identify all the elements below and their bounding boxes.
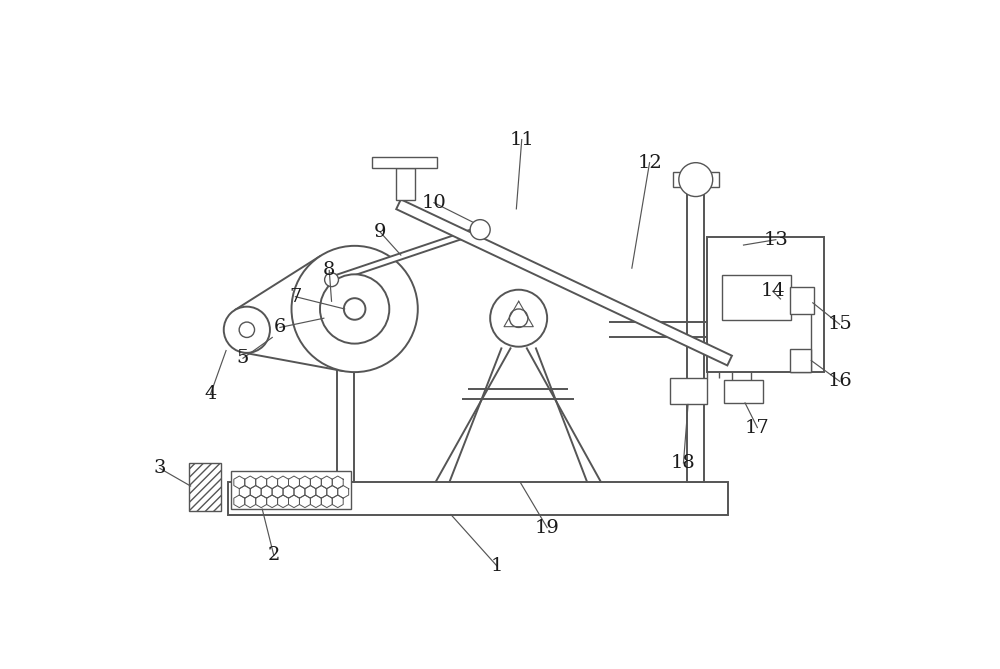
Text: 7: 7 xyxy=(289,288,302,306)
Bar xyxy=(790,349,811,372)
Text: 15: 15 xyxy=(827,315,852,333)
Text: 11: 11 xyxy=(509,130,534,149)
Text: 12: 12 xyxy=(637,154,662,172)
Bar xyxy=(673,172,719,187)
Circle shape xyxy=(490,290,547,347)
Circle shape xyxy=(509,309,528,327)
Bar xyxy=(396,168,415,201)
Bar xyxy=(707,237,824,372)
Text: 19: 19 xyxy=(535,518,560,537)
Text: 16: 16 xyxy=(827,373,852,390)
Bar xyxy=(687,187,704,482)
Circle shape xyxy=(470,219,490,240)
Text: 13: 13 xyxy=(763,231,788,249)
Circle shape xyxy=(320,274,389,344)
Bar xyxy=(724,380,763,403)
Circle shape xyxy=(292,246,418,372)
Bar xyxy=(670,377,707,405)
Text: 5: 5 xyxy=(237,349,249,367)
Text: 3: 3 xyxy=(154,460,166,478)
Bar xyxy=(372,157,437,168)
Bar xyxy=(337,357,354,482)
Circle shape xyxy=(344,298,365,320)
Bar xyxy=(231,471,351,509)
Bar xyxy=(228,482,728,514)
Bar xyxy=(189,463,221,510)
Circle shape xyxy=(325,273,338,286)
Text: 14: 14 xyxy=(760,282,785,300)
Text: 18: 18 xyxy=(671,454,696,472)
Text: 9: 9 xyxy=(374,223,386,241)
Circle shape xyxy=(224,306,270,353)
Text: 4: 4 xyxy=(204,385,217,403)
Circle shape xyxy=(679,163,713,197)
Polygon shape xyxy=(331,227,481,282)
Text: 6: 6 xyxy=(274,318,286,337)
Bar xyxy=(790,288,814,314)
Text: 1: 1 xyxy=(491,557,503,575)
Bar xyxy=(722,275,791,320)
Circle shape xyxy=(239,322,255,337)
Text: 10: 10 xyxy=(422,194,446,211)
Text: 17: 17 xyxy=(745,419,770,437)
Polygon shape xyxy=(396,199,732,365)
Text: 8: 8 xyxy=(323,262,335,280)
Text: 2: 2 xyxy=(268,547,280,565)
